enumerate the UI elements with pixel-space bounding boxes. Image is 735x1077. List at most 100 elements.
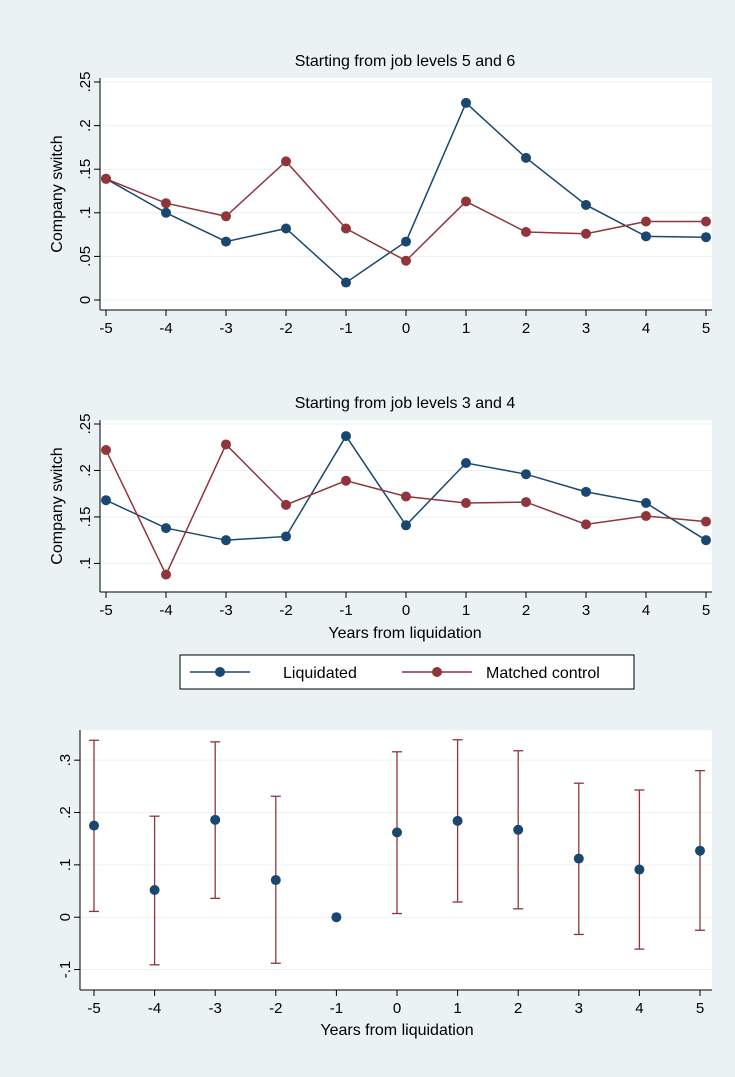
panel-middle: .1 .15 .2 .25 -5 -4 -3 -2 -1 0 1 2 3 4 5 Starting from… bbox=[49, 395, 712, 642]
data-point bbox=[161, 569, 171, 580]
legend-label-liquidated: Liquidated bbox=[283, 665, 357, 682]
x-tick-label: 5 bbox=[702, 602, 710, 619]
x-tick-label: -4 bbox=[159, 320, 172, 337]
plot-area bbox=[80, 730, 712, 990]
x-tick-label: 0 bbox=[393, 1000, 401, 1017]
data-point bbox=[641, 216, 651, 227]
y-tick-label: .15 bbox=[77, 159, 94, 180]
estimate-point bbox=[210, 814, 221, 825]
x-tick-label: 3 bbox=[575, 1000, 583, 1017]
x-tick-label: 1 bbox=[453, 1000, 461, 1017]
legend-label-control: Matched control bbox=[486, 665, 600, 682]
x-tick-label: 0 bbox=[402, 602, 410, 619]
data-point bbox=[461, 498, 471, 508]
x-tick-label: -3 bbox=[219, 320, 232, 337]
y-tick-label: .3 bbox=[57, 754, 74, 767]
x-tick-label: -4 bbox=[159, 602, 172, 619]
x-tick-label: 5 bbox=[696, 1000, 704, 1017]
data-point bbox=[641, 498, 651, 508]
axes: -.1 0 .1 .2 .3 -5 -4 -3 -2 -1 0 1 2 3 4 5 bbox=[57, 730, 712, 1017]
estimate-point bbox=[452, 815, 463, 826]
x-tick-label: -5 bbox=[99, 320, 112, 337]
chart-title: Starting from job levels 3 and 4 bbox=[295, 395, 516, 412]
x-tick-label: -5 bbox=[99, 602, 112, 619]
data-point bbox=[641, 231, 651, 242]
x-tick-label: -1 bbox=[339, 320, 352, 337]
data-point bbox=[401, 236, 411, 247]
data-point bbox=[521, 469, 531, 480]
y-axis-label: Company switch bbox=[49, 135, 66, 252]
axes: .1 .15 .2 .25 -5 -4 -3 -2 -1 0 1 2 3 4 5 bbox=[77, 414, 712, 619]
y-tick-label: 0 bbox=[77, 296, 94, 304]
x-tick-label: 2 bbox=[522, 320, 530, 337]
x-tick-label: -2 bbox=[279, 602, 292, 619]
data-point bbox=[461, 97, 471, 108]
data-point bbox=[701, 232, 711, 243]
x-axis-label: Years from liquidation bbox=[328, 625, 481, 642]
data-point bbox=[701, 535, 711, 546]
estimate-point bbox=[695, 845, 705, 856]
panel-top: 0 .05 .1 .15 .2 .25 -5 -4 -3 -2 -1 0 1 2 3 4 5 Starting … bbox=[49, 53, 712, 337]
legend-marker-control bbox=[432, 667, 442, 677]
legend: Liquidated Matched control bbox=[179, 654, 635, 690]
x-tick-label: 5 bbox=[702, 320, 710, 337]
x-tick-label: 2 bbox=[522, 602, 530, 619]
axes: 0 .05 .1 .15 .2 .25 -5 -4 -3 -2 -1 0 1 2 3 4 5 bbox=[77, 72, 712, 337]
x-tick-label: 0 bbox=[402, 320, 410, 337]
x-tick-label: 3 bbox=[582, 320, 590, 337]
estimate-point bbox=[513, 824, 524, 835]
x-tick-label: 4 bbox=[642, 320, 650, 337]
data-point bbox=[281, 156, 291, 167]
panel-bottom: -.1 0 .1 .2 .3 -5 -4 -3 -2 -1 0 1 2 3 4 5 Years from li… bbox=[57, 730, 712, 1039]
data-point bbox=[641, 511, 651, 522]
x-tick-label: -1 bbox=[330, 1000, 343, 1017]
x-tick-label: -3 bbox=[209, 1000, 222, 1017]
y-tick-label: .25 bbox=[77, 414, 94, 435]
y-tick-label: -.1 bbox=[57, 961, 74, 979]
data-point bbox=[581, 519, 591, 530]
data-point bbox=[341, 475, 351, 486]
data-point bbox=[281, 499, 291, 510]
chart-marks bbox=[101, 431, 711, 580]
y-tick-label: .1 bbox=[77, 557, 94, 570]
y-axis-label: Company switch bbox=[49, 447, 66, 564]
x-tick-label: 1 bbox=[462, 602, 470, 619]
data-point bbox=[461, 458, 471, 469]
chart-marks bbox=[101, 97, 711, 288]
data-point bbox=[281, 531, 291, 542]
x-tick-label: -3 bbox=[219, 602, 232, 619]
x-tick-label: -2 bbox=[269, 1000, 282, 1017]
data-point bbox=[701, 216, 711, 227]
estimate-point bbox=[270, 875, 281, 886]
chart-title: Starting from job levels 5 and 6 bbox=[295, 53, 516, 70]
chart-marks bbox=[89, 739, 705, 966]
data-point bbox=[341, 431, 351, 442]
grid-lines bbox=[80, 759, 712, 971]
y-tick-label: .2 bbox=[57, 806, 74, 819]
data-point bbox=[701, 516, 711, 527]
x-tick-label: -2 bbox=[279, 320, 292, 337]
x-tick-label: 3 bbox=[582, 602, 590, 619]
x-tick-label: 1 bbox=[462, 320, 470, 337]
data-point bbox=[101, 445, 111, 456]
x-tick-label: 4 bbox=[642, 602, 650, 619]
estimate-point bbox=[573, 853, 584, 864]
y-tick-label: 0 bbox=[57, 913, 74, 921]
data-point bbox=[341, 277, 351, 288]
data-point bbox=[521, 497, 531, 508]
plot-area bbox=[100, 420, 712, 592]
estimate-point bbox=[634, 864, 645, 875]
estimate-point bbox=[392, 827, 402, 838]
data-point bbox=[581, 199, 591, 210]
x-axis-label: Years from liquidation bbox=[320, 1022, 473, 1039]
data-point bbox=[401, 491, 411, 502]
data-point bbox=[221, 211, 231, 222]
data-point bbox=[281, 223, 291, 234]
y-tick-label: .25 bbox=[77, 72, 94, 93]
y-tick-label: .1 bbox=[77, 207, 94, 220]
estimate-point bbox=[331, 912, 342, 923]
x-tick-label: -4 bbox=[148, 1000, 161, 1017]
y-tick-label: .1 bbox=[57, 859, 74, 872]
